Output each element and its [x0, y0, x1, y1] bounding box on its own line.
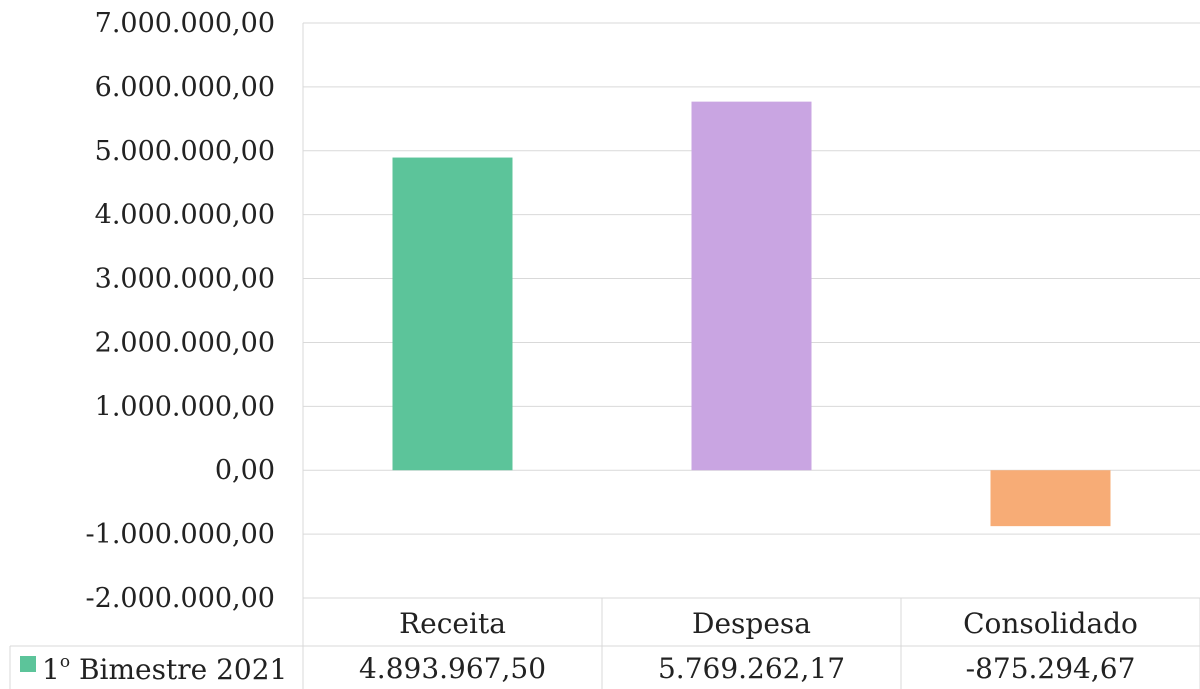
legend: 1o Bimestre 2021	[20, 652, 287, 686]
y-tick-label: 1.000.000,00	[95, 391, 275, 422]
y-tick-label: 6.000.000,00	[95, 72, 275, 103]
legend-label: 1o Bimestre 2021	[42, 652, 287, 686]
value-label: 5.769.262,17	[658, 652, 845, 685]
value-label: 4.893.967,50	[359, 652, 546, 685]
value-labels: 4.893.967,50 5.769.262,17 -875.294,67	[359, 652, 1135, 685]
category-label: Receita	[399, 607, 506, 640]
data-table	[9, 597, 1200, 689]
value-label: -875.294,67	[966, 652, 1136, 685]
bar-despesa	[691, 101, 812, 471]
bar-consolidado	[990, 470, 1111, 527]
y-tick-label: 4.000.000,00	[95, 200, 275, 231]
bars	[392, 101, 1111, 527]
y-tick-label: -1.000.000,00	[86, 519, 275, 550]
legend-swatch	[20, 656, 36, 672]
y-tick-label: 5.000.000,00	[95, 136, 275, 167]
y-tick-label: 3.000.000,00	[95, 264, 275, 295]
y-axis-tick-labels: 7.000.000,00 6.000.000,00 5.000.000,00 4.00…	[86, 8, 275, 614]
y-tick-label: 0,00	[215, 455, 275, 486]
y-tick-label: 7.000.000,00	[95, 8, 275, 39]
y-tick-label: -2.000.000,00	[86, 583, 275, 614]
category-label: Despesa	[692, 607, 811, 640]
category-labels: Receita Despesa Consolidado	[399, 607, 1138, 640]
category-label: Consolidado	[963, 607, 1138, 640]
bar-receita	[392, 157, 513, 471]
y-tick-label: 2.000.000,00	[95, 327, 275, 358]
